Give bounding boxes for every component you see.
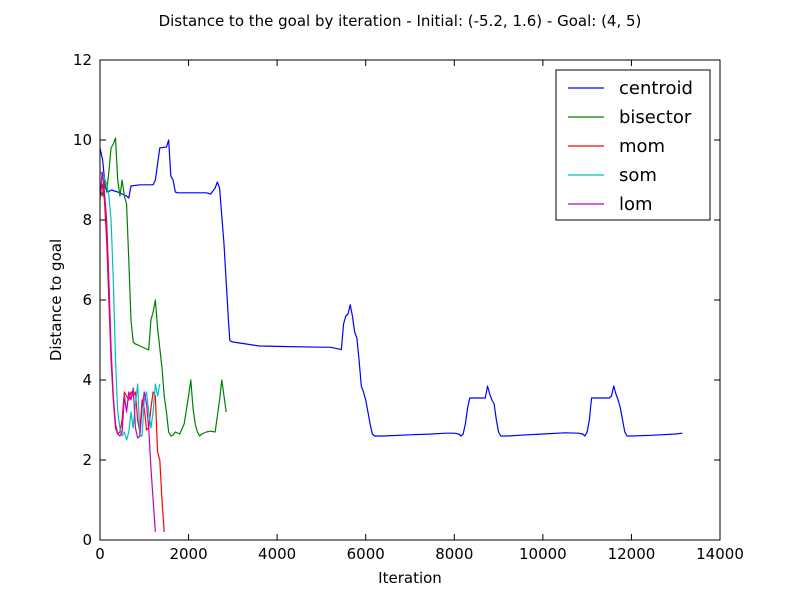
- legend-label-centroid: centroid: [619, 78, 693, 99]
- legend-box: [555, 69, 711, 221]
- series-line-bisector: [100, 137, 227, 437]
- series-layer: [100, 137, 683, 533]
- x-tick-label: 10000: [519, 545, 567, 563]
- legend-label-mom: mom: [619, 136, 665, 157]
- legend-label-som: som: [619, 165, 657, 186]
- y-tick-label: 12: [73, 51, 92, 69]
- y-tick-label: 4: [82, 371, 92, 389]
- chart-title: Distance to the goal by iteration - Init…: [159, 12, 642, 30]
- y-tick-label: 6: [82, 291, 92, 309]
- x-tick-label: 12000: [608, 545, 656, 563]
- x-tick-label: 4000: [258, 545, 296, 563]
- legend: centroid bisector mom som lom: [555, 69, 711, 221]
- x-tick-label: 6000: [347, 545, 385, 563]
- legend-label-bisector: bisector: [619, 107, 692, 128]
- tick-layer: 0 2000 4000 6000 8000 10000 12000 14000 0 2 4 6 8 10 1…: [73, 51, 744, 563]
- x-axis-title: Iteration: [378, 569, 442, 587]
- legend-label-lom: lom: [619, 194, 653, 215]
- y-tick-label: 10: [73, 131, 92, 149]
- series-line-som: [100, 171, 161, 441]
- plot-frame: [99, 59, 721, 541]
- y-tick-label: 0: [82, 531, 92, 549]
- y-axis-title: Distance to goal: [47, 239, 65, 361]
- series-line-lom: [100, 171, 156, 533]
- y-tick-label: 2: [82, 451, 92, 469]
- legend-items: centroid bisector mom som lom: [568, 78, 693, 215]
- x-tick-label: 2000: [169, 545, 207, 563]
- y-tick-label: 8: [82, 211, 92, 229]
- x-tick-label: 0: [95, 545, 105, 563]
- x-tick-label: 14000: [696, 545, 744, 563]
- x-tick-label: 8000: [435, 545, 473, 563]
- series-line-centroid: [100, 139, 683, 437]
